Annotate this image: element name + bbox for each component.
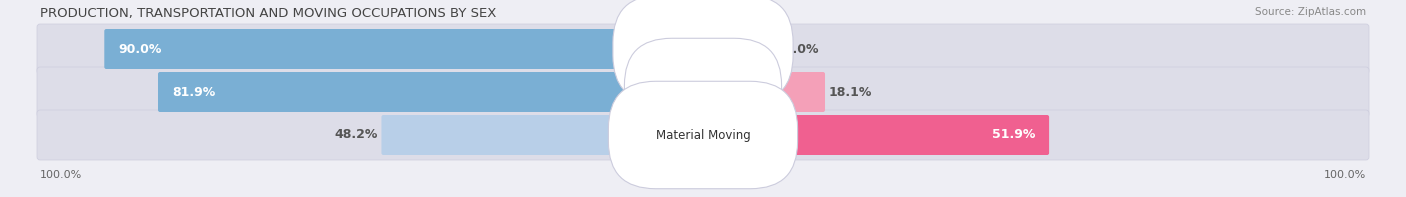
Text: Female: Female: [728, 173, 772, 186]
Text: 81.9%: 81.9%: [172, 85, 215, 98]
Text: 100.0%: 100.0%: [39, 170, 82, 180]
Text: 10.0%: 10.0%: [775, 43, 818, 56]
FancyBboxPatch shape: [37, 24, 1369, 74]
Text: 90.0%: 90.0%: [118, 43, 162, 56]
Text: 100.0%: 100.0%: [1324, 170, 1367, 180]
FancyBboxPatch shape: [702, 72, 825, 112]
FancyBboxPatch shape: [104, 29, 704, 69]
Text: PRODUCTION, TRANSPORTATION AND MOVING OCCUPATIONS BY SEX: PRODUCTION, TRANSPORTATION AND MOVING OC…: [39, 7, 496, 20]
Text: Production: Production: [672, 85, 734, 98]
Text: Source: ZipAtlas.com: Source: ZipAtlas.com: [1256, 7, 1367, 17]
Text: Transportation: Transportation: [661, 43, 745, 56]
FancyBboxPatch shape: [381, 115, 704, 155]
Text: 51.9%: 51.9%: [991, 128, 1035, 141]
FancyBboxPatch shape: [702, 115, 1049, 155]
Text: Male: Male: [650, 173, 678, 186]
Text: Material Moving: Material Moving: [655, 128, 751, 141]
FancyBboxPatch shape: [37, 110, 1369, 160]
FancyBboxPatch shape: [633, 173, 645, 185]
FancyBboxPatch shape: [702, 29, 772, 69]
FancyBboxPatch shape: [157, 72, 704, 112]
Text: 18.1%: 18.1%: [830, 85, 872, 98]
Text: 48.2%: 48.2%: [335, 128, 377, 141]
FancyBboxPatch shape: [37, 67, 1369, 117]
FancyBboxPatch shape: [713, 173, 725, 185]
